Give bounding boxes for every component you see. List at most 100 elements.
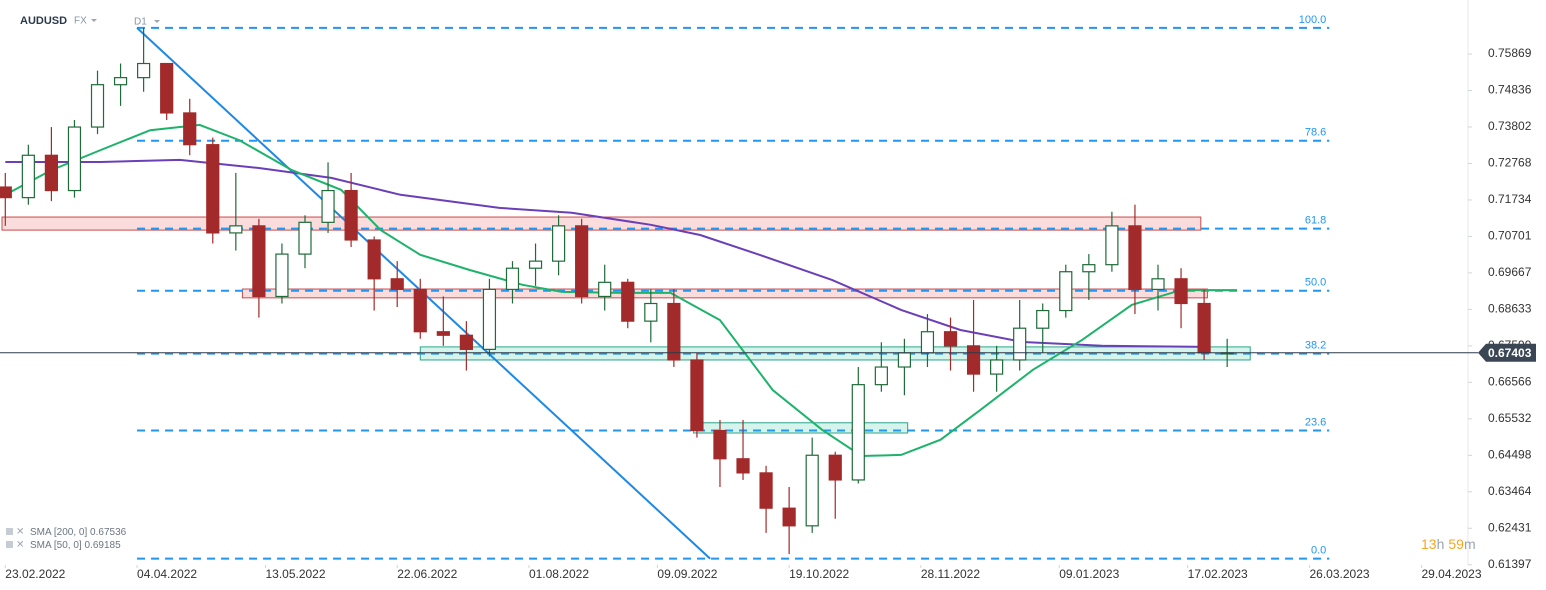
interval-dropdown[interactable] — [154, 20, 160, 23]
candle-body — [482, 288, 497, 350]
fib-label: 38.2 — [1305, 340, 1326, 352]
candle-body — [344, 189, 358, 241]
fib-label: 23.6 — [1305, 416, 1326, 428]
current-price-tag — [1478, 343, 1536, 362]
legend-icon — [6, 528, 13, 535]
x-tick-label: 13.05.2022 — [265, 567, 325, 581]
candle-body — [1151, 278, 1165, 290]
x-tick-label: 29.04.2023 — [1421, 567, 1481, 581]
candle-body — [0, 186, 12, 199]
candle-body — [459, 334, 473, 350]
y-tick-label: 0.71734 — [1488, 192, 1532, 206]
candle-body — [160, 62, 174, 114]
candle-body — [183, 112, 197, 146]
y-tick-label: 0.61397 — [1488, 557, 1532, 571]
candle-body — [1197, 302, 1211, 354]
symbol[interactable]: AUDUSD — [20, 15, 67, 27]
market-dropdown[interactable] — [91, 19, 97, 22]
candle-body — [505, 267, 520, 290]
y-tick-label: 0.68633 — [1488, 302, 1532, 316]
candle-body — [436, 331, 450, 336]
candle-body — [1059, 271, 1073, 312]
candle-body — [275, 253, 289, 298]
sma-line — [5, 158, 1208, 348]
candle-body — [782, 507, 796, 527]
candle-body — [575, 225, 589, 298]
timer-minutes-unit: m — [1464, 536, 1476, 552]
y-tick-label: 0.73802 — [1488, 119, 1532, 133]
fib-label: 78.6 — [1305, 127, 1326, 139]
candle-body — [667, 302, 681, 361]
candle-body — [1082, 264, 1096, 273]
candle-body — [1174, 278, 1188, 305]
candle-body — [90, 84, 105, 128]
current-price-label: 0.67403 — [1488, 346, 1532, 360]
timer-hours: 13 — [1421, 536, 1437, 552]
candle-body — [621, 281, 635, 322]
y-tick-label: 0.74836 — [1488, 83, 1532, 97]
x-tick-label: 22.06.2022 — [397, 567, 457, 581]
candle-body — [736, 458, 750, 474]
y-tick-label: 0.62431 — [1488, 520, 1532, 534]
market: FX — [74, 16, 87, 27]
legend-remove: ✕ — [16, 527, 24, 538]
candle-body — [1013, 327, 1027, 361]
candle-body — [828, 454, 842, 481]
y-tick-label: 0.70701 — [1488, 229, 1532, 243]
fib-label: 0.0 — [1311, 545, 1326, 557]
candle-body — [229, 225, 243, 234]
candle-body — [990, 359, 1004, 375]
interval[interactable]: D1 — [134, 17, 147, 28]
candle-body — [966, 345, 981, 375]
candle-body — [206, 144, 220, 234]
legend-name: SMA [50, 0] — [30, 540, 82, 551]
candle-body — [390, 278, 404, 290]
y-tick-label: 0.65532 — [1488, 411, 1532, 425]
x-tick-label: 28.11.2022 — [921, 567, 980, 581]
candle-body — [851, 384, 865, 481]
x-tick-label: 23.02.2022 — [5, 567, 65, 581]
candle-body — [367, 239, 381, 280]
candle-body — [644, 302, 658, 322]
candle-body — [551, 225, 566, 262]
x-tick-label: 19.10.2022 — [789, 567, 849, 581]
candle-body — [137, 62, 151, 79]
candle-body — [67, 126, 82, 192]
candle-body — [413, 288, 427, 333]
timer-minutes: 59 — [1448, 536, 1464, 552]
zone — [241, 288, 1208, 299]
x-tick-label: 09.09.2022 — [657, 567, 717, 581]
legend-icon — [6, 541, 13, 548]
legend-name: SMA [200, 0] — [30, 527, 87, 538]
candle-body — [1036, 309, 1050, 329]
candle-body — [252, 225, 266, 298]
candle-body — [528, 260, 543, 269]
fib-label: 50.0 — [1305, 277, 1326, 289]
candle-body — [713, 429, 727, 460]
y-tick-label: 0.69667 — [1488, 265, 1532, 279]
legend-entry: SMA [50, 0] 0.69185 — [30, 540, 121, 551]
timer-hours-unit: h — [1437, 536, 1445, 552]
y-tick-label: 0.64498 — [1488, 447, 1532, 461]
x-tick-label: 17.02.2023 — [1188, 567, 1248, 581]
y-tick-label: 0.75869 — [1488, 46, 1532, 60]
timer: 13h 59m — [1421, 536, 1476, 552]
x-tick-label: 09.01.2023 — [1059, 567, 1119, 581]
fib-label: 61.8 — [1305, 215, 1326, 227]
y-tick-label: 0.63464 — [1488, 484, 1532, 498]
candle-body — [874, 366, 888, 386]
candle-body — [690, 359, 704, 432]
candle-body — [21, 154, 35, 199]
legend-entry: SMA [200, 0] 0.67536 — [30, 527, 127, 538]
candle-body — [321, 189, 335, 223]
candle-body — [1105, 225, 1119, 266]
candle-body — [44, 154, 59, 192]
legend-value: 0.67536 — [90, 527, 127, 538]
fib-label: 100.0 — [1299, 14, 1327, 26]
legend-remove: ✕ — [16, 540, 24, 551]
candle-body — [1128, 225, 1142, 290]
candle-body — [759, 472, 773, 509]
candle-body — [598, 281, 612, 298]
candle-body — [805, 454, 819, 527]
